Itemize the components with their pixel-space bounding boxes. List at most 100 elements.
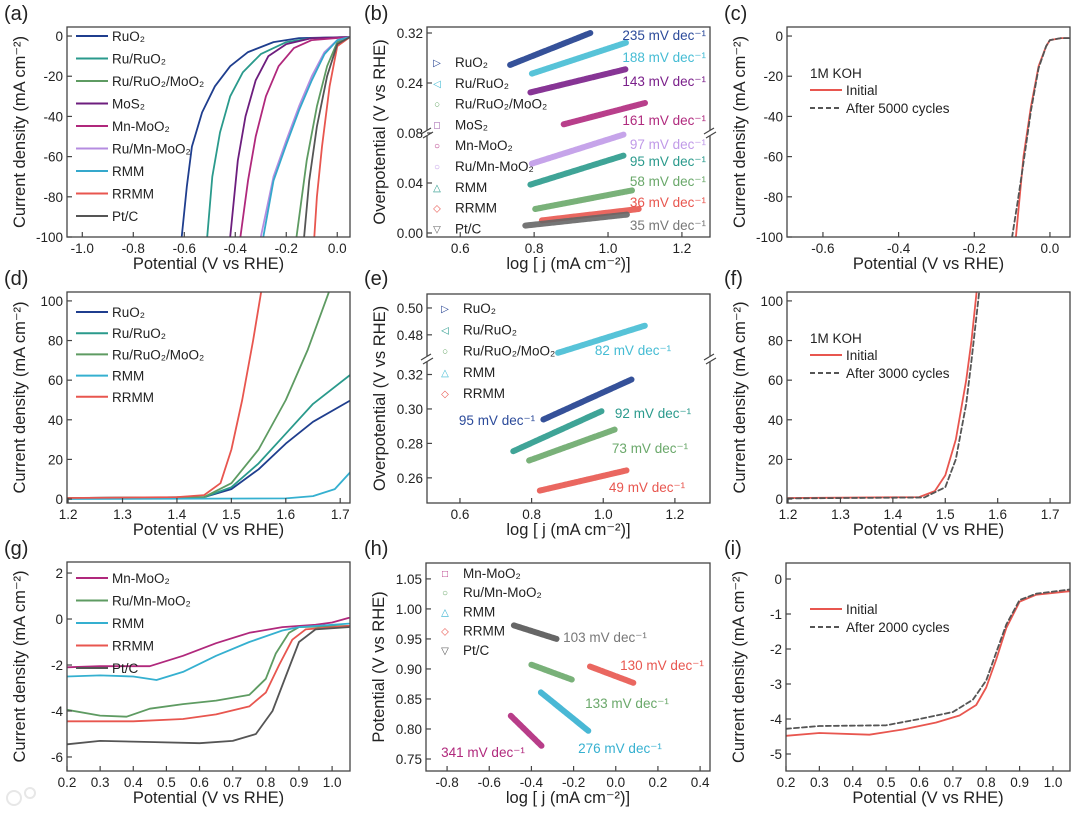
series-group (180, 36, 350, 237)
y-tick-label: -60 (763, 150, 783, 165)
x-tick-label: 1.2 (666, 507, 685, 522)
x-tick-label: 1.4 (168, 507, 187, 522)
x-tick-label: -0.4 (520, 775, 544, 790)
y-tick-label: 0 (55, 612, 63, 627)
legend-marker-icon: △ (441, 607, 449, 618)
y-tick-label: -80 (763, 190, 783, 205)
x-tick-label: 1.7 (1041, 507, 1060, 522)
x-axis-label: Potential (V vs RHE) (853, 521, 1004, 539)
legend-label: After 3000 cycles (846, 366, 950, 381)
x-tick-label: -0.6 (173, 241, 196, 256)
x-tick-label: 0.7 (223, 775, 242, 790)
x-tick-label: 0.8 (525, 241, 544, 256)
y-tick-label: 0.28 (397, 436, 423, 451)
series-line-2 (67, 292, 330, 499)
x-tick-label: 1.3 (831, 507, 850, 522)
y-axis-label: Current density (mA cm⁻²) (11, 301, 29, 493)
plot-frame (66, 561, 351, 772)
legend-label: MoS₂ (455, 117, 488, 132)
axis-break-mark (420, 353, 434, 365)
y-tick-label: 0.30 (397, 402, 423, 417)
legend-label: Initial (846, 602, 878, 617)
series-line-4 (67, 626, 350, 746)
y-axis-label: Current density (mA cm⁻²) (731, 36, 749, 228)
y-tick-label: 0 (55, 492, 63, 507)
x-axis-label: Potential (V vs RHE) (852, 789, 1003, 807)
plot-frame (66, 26, 351, 238)
y-tick-label: 0.32 (397, 26, 423, 41)
legend-marker-icon: △ (441, 368, 449, 379)
y-tick-label: 0.04 (397, 176, 424, 191)
legend-label: RuO₂ (463, 301, 496, 316)
legend-label: Ru/RuO₂/MoO₂ (112, 74, 204, 89)
y-tick-label: 0.26 (397, 471, 423, 486)
y-axis-label: Overpotential (V vs RHE) (371, 306, 389, 491)
series-line-0 (507, 712, 545, 749)
series-line-1 (786, 588, 1070, 730)
x-tick-label: 1.2 (779, 507, 798, 522)
plot-frame (786, 291, 1071, 504)
x-tick-label: 0.6 (451, 507, 470, 522)
series-line-0 (787, 292, 978, 499)
plot-frame (425, 562, 711, 772)
legend-label: RuO₂ (455, 55, 488, 70)
x-tick-label: 0.0 (606, 775, 625, 790)
x-axis-label: Potential (V vs RHE) (133, 521, 284, 539)
x-axis-label: log [ j (mA cm⁻²)] (506, 255, 630, 273)
y-tick-label: 0.75 (396, 752, 422, 767)
legend-label: Ru/Mn-MoO₂ (455, 159, 534, 174)
y-tick-label: -2 (51, 658, 63, 673)
y-tick-label: -4 (51, 704, 63, 719)
panel-c: -0.6 -0.4 -0.2 0.0 0 -20 -40 -60 -80 -100 Potentia… (724, 3, 1071, 273)
series-group (510, 322, 648, 494)
x-tick-label: 0.2 (777, 775, 796, 790)
y-tick-label: -6 (51, 750, 63, 765)
plot-frame (66, 291, 351, 504)
y-tick-label: 0 (775, 29, 783, 44)
y-tick-label: 0.50 (397, 301, 423, 316)
x-tick-label: 0.4 (691, 775, 710, 790)
series-line-1 (528, 39, 630, 77)
y-tick-label: -100 (36, 230, 63, 245)
legend-label: Pt/C (112, 209, 139, 224)
legend-label: RMM (112, 369, 144, 384)
panel-label: (i) (724, 538, 742, 560)
series-group (507, 30, 648, 229)
x-tick-label: 0.3 (810, 775, 829, 790)
legend-label: After 2000 cycles (846, 620, 950, 635)
y-tick-label: 100 (760, 294, 783, 309)
x-tick-label: 1.5 (936, 507, 955, 522)
legend-label: Mn-MoO₂ (455, 138, 513, 153)
series-line-8 (303, 36, 350, 237)
y-axis-label: Current density (mA cm⁻²) (730, 571, 748, 763)
x-tick-label: 0.6 (451, 241, 470, 256)
x-tick-label: 0.7 (943, 775, 962, 790)
y-tick-label: 0.85 (396, 692, 422, 707)
y-tick-label: -40 (43, 109, 63, 124)
y-tick-label: -4 (770, 712, 782, 727)
series-line-1 (1011, 37, 1070, 237)
x-tick-label: -0.6 (478, 775, 501, 790)
x-tick-label: 1.0 (599, 241, 618, 256)
panel-label: (c) (724, 3, 747, 25)
y-tick-label: 60 (768, 373, 783, 388)
panel-e: 0.6 0.8 1.0 1.2 0.26 0.28 0.30 0.32 0.48 0.50 log … (364, 268, 717, 539)
slope-annotation: 95 mV dec⁻¹ (630, 154, 707, 169)
legend-label: RRMM (463, 624, 505, 639)
series-line-4 (510, 622, 560, 642)
series-line-1 (787, 292, 981, 500)
legend-label: Ru/Mn-MoO₂ (112, 594, 191, 609)
y-tick-label: 20 (768, 452, 783, 467)
panel-b: 0.6 0.8 1.0 1.2 0.00 0.04 0.08 0.24 0.32 log [ j … (364, 3, 717, 273)
panel-i: 0.2 0.3 0.4 0.5 0.6 0.7 0.8 0.9 1.0 0 -1 -2 -3 -4 -5 Po… (724, 538, 1071, 807)
y-axis-label: Overpotential (V vs RHE) (371, 39, 389, 224)
legend-label: Initial (846, 348, 878, 363)
legend-label: Ru/RuO₂ (455, 76, 509, 91)
x-tick-label: 0.8 (256, 775, 275, 790)
x-tick-label: 1.0 (323, 775, 342, 790)
axis-break-gap (705, 130, 715, 136)
panel-d: 1.2 1.3 1.4 1.5 1.6 1.7 0 20 40 60 80 100 Potential … (4, 268, 351, 539)
slope-annotation: 235 mV dec⁻¹ (622, 28, 706, 43)
series-line-4 (67, 292, 263, 499)
